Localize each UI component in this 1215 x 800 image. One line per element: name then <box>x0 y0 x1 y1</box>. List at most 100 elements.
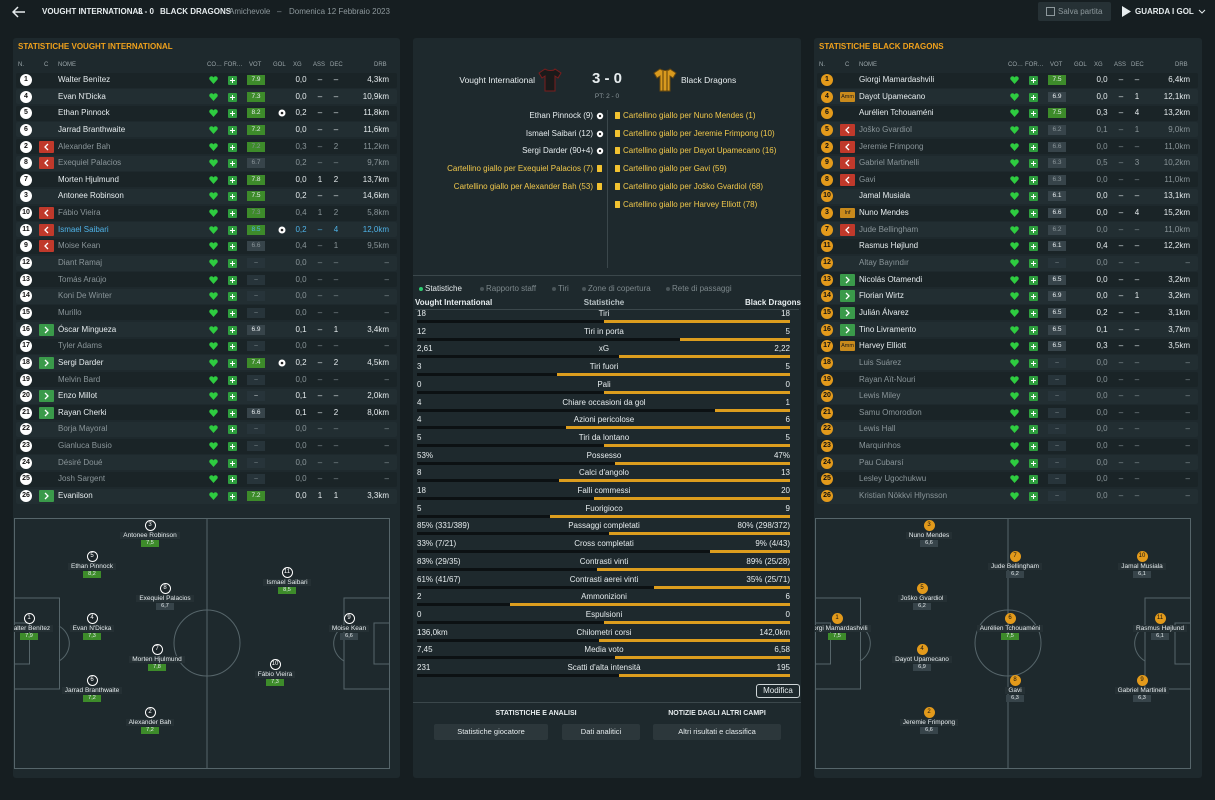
save-label: Salva partita <box>1058 7 1103 16</box>
player-row[interactable] <box>817 205 1198 221</box>
xg-value: 0,0 <box>1096 407 1108 417</box>
player-row[interactable] <box>817 188 1198 204</box>
player-row[interactable] <box>817 355 1198 371</box>
player-row[interactable] <box>16 471 397 487</box>
player-row[interactable] <box>16 139 397 155</box>
distance-value: – <box>1185 391 1190 401</box>
player-row[interactable] <box>817 255 1198 271</box>
edit-button[interactable]: Modifica <box>756 684 800 698</box>
pitch-number: 5 <box>86 550 98 562</box>
stat-bar-track <box>417 337 790 341</box>
tab[interactable]: Zone di copertura <box>588 284 651 293</box>
player-row[interactable] <box>817 155 1198 171</box>
player-row[interactable] <box>16 172 397 188</box>
stat-bar-away <box>614 461 790 465</box>
player-row[interactable] <box>16 421 397 437</box>
action-button[interactable] <box>562 724 640 740</box>
pitch-name: Dayot Upamecano <box>862 655 982 664</box>
save-button[interactable] <box>1038 2 1111 21</box>
player-row[interactable] <box>817 105 1198 121</box>
pitch-rating: 8,2 <box>83 571 101 578</box>
player-row[interactable] <box>817 372 1198 388</box>
player-row[interactable] <box>817 305 1198 321</box>
shirt-number: 12 <box>20 257 32 270</box>
player-row[interactable] <box>16 388 397 404</box>
pitch-rating: 6,6 <box>920 540 938 547</box>
stat-away: 0 <box>785 609 790 619</box>
pitch-player-name: Aurélien Tchouaméni <box>976 625 1044 632</box>
half-time-score: PT: 2 - 0 <box>594 93 620 100</box>
player-row[interactable] <box>817 438 1198 454</box>
player-row[interactable] <box>817 405 1198 421</box>
player-row[interactable] <box>16 72 397 88</box>
player-row[interactable] <box>16 89 397 105</box>
player-row[interactable] <box>16 455 397 471</box>
player-row[interactable] <box>16 405 397 421</box>
player-row[interactable] <box>817 238 1198 254</box>
player-row[interactable] <box>16 305 397 321</box>
back-button[interactable] <box>12 6 26 18</box>
pitch-rating: 6,3 <box>1006 695 1024 702</box>
shirt-number: 6 <box>20 123 32 136</box>
player-row[interactable] <box>16 355 397 371</box>
pitch-number: 9 <box>343 612 355 624</box>
player-row[interactable] <box>817 322 1198 338</box>
player-row[interactable] <box>16 255 397 271</box>
column-header: NOME <box>58 62 76 68</box>
player-row[interactable] <box>817 471 1198 487</box>
player-row[interactable] <box>817 172 1198 188</box>
tab[interactable]: Rete di passaggi <box>672 284 732 293</box>
assists-value: – <box>1118 274 1124 284</box>
player-row[interactable] <box>817 338 1198 354</box>
player-row[interactable] <box>817 455 1198 471</box>
tab[interactable]: Tiri <box>558 284 569 293</box>
form-icon <box>1029 209 1038 219</box>
player-row[interactable] <box>16 105 397 121</box>
assists-value: – <box>1118 474 1124 484</box>
player-row[interactable] <box>16 438 397 454</box>
xg-value: 0,0 <box>1096 191 1108 201</box>
player-row[interactable] <box>817 488 1198 504</box>
tab[interactable]: Rapporto staff <box>486 284 537 293</box>
player-row[interactable] <box>16 338 397 354</box>
player-row[interactable] <box>817 388 1198 404</box>
shirt-number: 5 <box>20 107 32 120</box>
player-row[interactable] <box>16 205 397 221</box>
player-row[interactable] <box>817 272 1198 288</box>
player-row[interactable] <box>16 288 397 304</box>
player-row[interactable] <box>16 238 397 254</box>
player-row[interactable] <box>16 188 397 204</box>
player-row[interactable] <box>817 222 1198 238</box>
assists-value: – <box>1118 457 1124 467</box>
action-button[interactable] <box>434 724 548 740</box>
pitch-number: 1 <box>23 612 35 624</box>
player-row[interactable] <box>817 139 1198 155</box>
assists-value: – <box>317 407 323 417</box>
player-row[interactable] <box>817 288 1198 304</box>
player-row[interactable] <box>817 72 1198 88</box>
player-row[interactable] <box>817 89 1198 105</box>
substitution-icon <box>840 273 855 286</box>
action-button[interactable] <box>653 724 781 740</box>
rating-badge: – <box>247 291 265 302</box>
player-row[interactable] <box>16 372 397 388</box>
pitch-rating: 7,5 <box>828 633 846 640</box>
player-row[interactable] <box>817 122 1198 138</box>
player-row[interactable] <box>16 155 397 171</box>
player-row[interactable] <box>16 322 397 338</box>
player-row[interactable] <box>16 122 397 138</box>
tab[interactable]: Statistiche <box>425 284 462 293</box>
stat-bar-away <box>603 620 790 624</box>
decisive-value: – <box>1134 374 1140 384</box>
column-header: DRB <box>1175 62 1188 68</box>
player-row[interactable] <box>16 272 397 288</box>
player-name: Diant Ramaj <box>58 258 103 268</box>
pitch-player-name: Rasmus Højlund <box>1132 625 1188 632</box>
player-row[interactable] <box>16 222 397 238</box>
player-row[interactable] <box>817 421 1198 437</box>
decisive-value: 1 <box>1134 91 1140 101</box>
watch-goals-button[interactable]: GUARDA I GOL <box>1135 7 1194 16</box>
distance-value: 15,2km <box>1163 208 1190 218</box>
pitch-rating: 8,5 <box>278 587 296 594</box>
player-row[interactable] <box>16 488 397 504</box>
